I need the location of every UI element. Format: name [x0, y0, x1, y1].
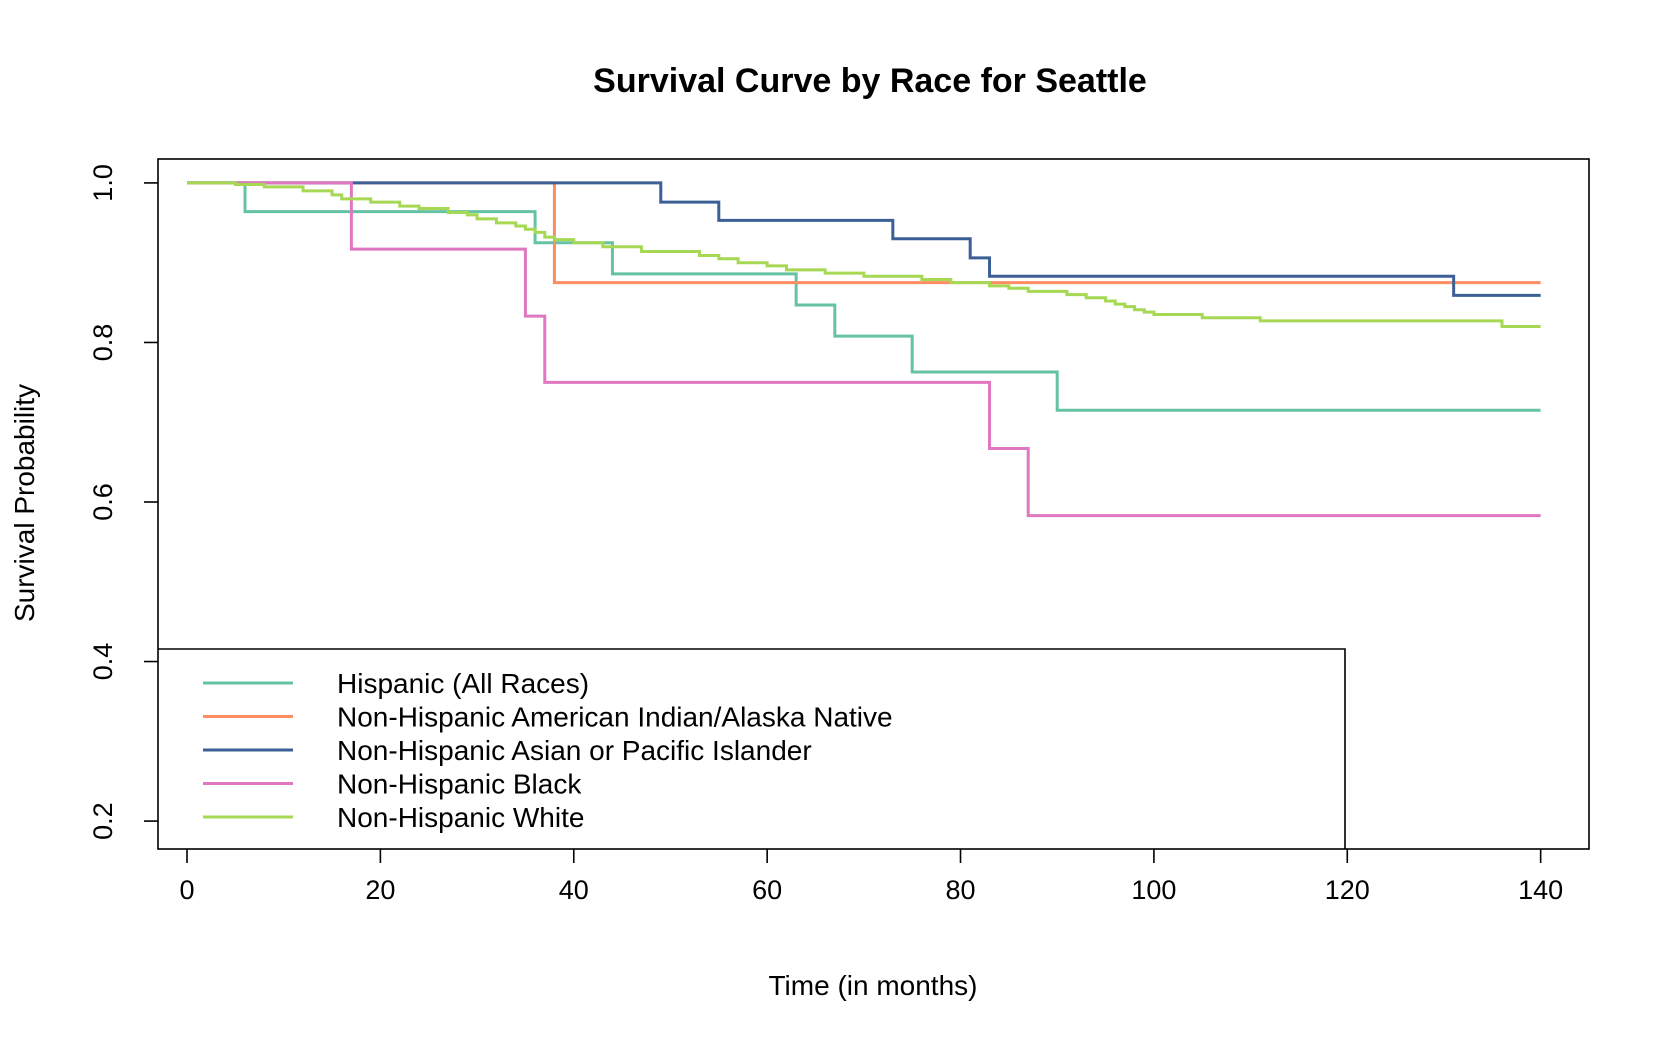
plot-frame [157, 158, 1590, 850]
y-tick-label: 0.4 [88, 643, 118, 681]
chart-title: Survival Curve by Race for Seattle [593, 62, 1147, 100]
x-tick-label: 100 [1131, 875, 1176, 905]
x-tick-label: 60 [752, 875, 782, 905]
x-axis-label: Time (in months) [768, 970, 977, 1001]
x-tick-label: 40 [559, 875, 589, 905]
y-axis: 0.2 0.4 0.6 0.8 1.0 [88, 164, 158, 840]
y-tick-label: 0.2 [88, 802, 118, 840]
series-line-0 [187, 181, 1541, 412]
survival-curves [187, 181, 1541, 518]
x-tick-label: 80 [945, 875, 975, 905]
legend-label: Hispanic (All Races) [337, 668, 589, 699]
legend-box [158, 648, 1346, 849]
x-tick-label: 20 [365, 875, 395, 905]
legend: Hispanic (All Races)Non-Hispanic America… [158, 648, 1346, 849]
y-tick-label: 0.8 [88, 324, 118, 362]
legend-label: Non-Hispanic American Indian/Alaska Nati… [337, 702, 893, 733]
series-line-4 [187, 181, 1541, 329]
x-tick-label: 0 [179, 875, 194, 905]
series-line-1 [187, 181, 1541, 285]
x-tick-label: 140 [1518, 875, 1563, 905]
legend-label: Non-Hispanic Asian or Pacific Islander [337, 735, 812, 766]
y-tick-label: 0.6 [88, 483, 118, 521]
x-tick-label: 120 [1325, 875, 1370, 905]
y-tick-label: 1.0 [88, 164, 118, 202]
legend-label: Non-Hispanic White [337, 802, 584, 833]
series-line-2 [187, 181, 1541, 297]
legend-label: Non-Hispanic Black [337, 769, 582, 800]
y-axis-label: Survival Probability [9, 384, 40, 622]
x-axis: 0 20 40 60 80 100 120 140 [179, 849, 1563, 905]
series-line-3 [187, 181, 1541, 518]
